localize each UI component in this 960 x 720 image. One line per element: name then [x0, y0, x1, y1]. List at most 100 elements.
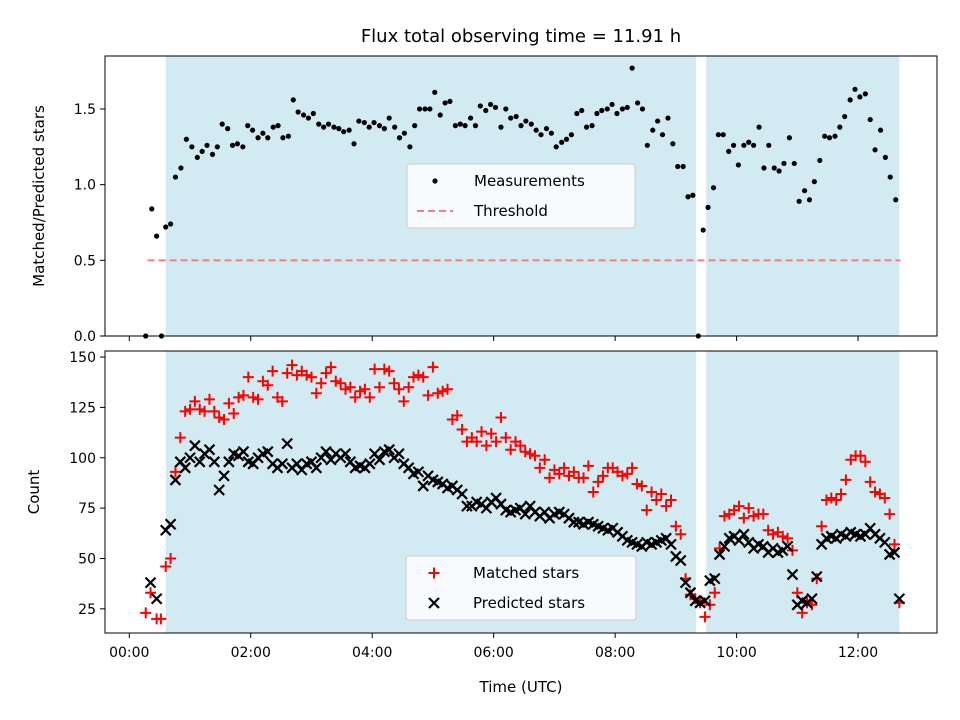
predicted-star-point [718, 540, 731, 553]
matched-star-point [718, 510, 730, 522]
measurement-point [513, 113, 519, 120]
measurement-point [614, 110, 620, 117]
y-tick-label: 1.5 [74, 102, 96, 118]
matched-star-point [242, 371, 254, 383]
matched-star-point [330, 375, 342, 387]
measurement-point [604, 106, 610, 112]
matched-star-point [631, 478, 643, 490]
matched-star-point [247, 391, 259, 403]
measurement-point [609, 101, 615, 108]
matched-star-point [339, 383, 351, 395]
measurement-point [290, 97, 296, 103]
matched-star-point [218, 413, 230, 425]
measurement-point [761, 165, 767, 171]
predicted-star-point [144, 576, 157, 589]
matched-star-point [194, 403, 206, 415]
measurement-point [371, 119, 377, 126]
predicted-star-point [461, 500, 473, 512]
measurement-point [255, 135, 261, 141]
measurement-point [249, 127, 256, 133]
measurement-point [351, 141, 357, 147]
matched-star-point [344, 381, 356, 393]
measurement-point [852, 86, 858, 92]
measurement-point [386, 115, 392, 121]
measurement-point [837, 124, 843, 130]
matched-star-point [519, 446, 531, 458]
predicted-star-point [339, 447, 352, 460]
predicted-star-point [893, 592, 906, 605]
measurement-point [786, 135, 793, 141]
predicted-star-point [164, 518, 177, 531]
measurement-point [356, 118, 362, 124]
measurement-point [862, 91, 868, 97]
matched-star-point [592, 476, 604, 488]
measurement-point [498, 124, 504, 130]
matched-star-point [208, 405, 220, 417]
matched-star-point [476, 426, 488, 438]
matched-star-point [320, 367, 332, 379]
measurement-point [467, 115, 474, 121]
measurement-point [766, 142, 772, 148]
measurement-point [872, 147, 878, 153]
matched-star-point [650, 494, 662, 506]
matched-star-point [305, 371, 317, 383]
measurement-point [887, 174, 893, 180]
measurement-point [194, 154, 200, 161]
measurement-point [229, 142, 236, 148]
matched-star-point [378, 363, 390, 375]
matched-star-point [835, 488, 847, 500]
measurement-point [579, 107, 585, 114]
measurement-point [492, 104, 499, 111]
measurement-point [518, 123, 524, 129]
measurement-point [488, 101, 494, 108]
matched-star-point [825, 492, 837, 504]
matched-star-point [480, 440, 492, 452]
predicted-star-point [320, 445, 332, 458]
measurement-point [690, 192, 696, 198]
measurement-point [265, 135, 271, 141]
legend-box [405, 555, 637, 621]
measurement-point [447, 98, 453, 105]
predicted-star-point [417, 480, 430, 492]
matched-star-point [646, 486, 658, 498]
predicted-star-point [179, 462, 191, 474]
observing-span [706, 351, 900, 633]
predicted-star-point [738, 528, 750, 541]
matched-star-point [364, 391, 376, 403]
matched-star-point [160, 561, 172, 573]
matched-star-point [485, 428, 497, 440]
measurement-point [629, 65, 635, 71]
predicted-star-point [150, 592, 163, 605]
matched-star-point [388, 377, 400, 389]
measurement-point [381, 126, 387, 132]
measurement-point [639, 106, 646, 112]
matched-star-point [748, 510, 760, 522]
predicted-star-point [276, 458, 289, 470]
measurement-point [685, 194, 691, 200]
matched-star-point [315, 377, 327, 389]
measurement-point [665, 115, 671, 121]
predicted-star-point [810, 570, 823, 583]
measurement-point [341, 129, 347, 135]
matched-star-point [325, 361, 337, 373]
measurement-point [599, 107, 605, 114]
y-axis-label: Count [25, 470, 43, 515]
matched-star-point [383, 365, 395, 377]
measurement-point [594, 110, 600, 117]
matched-star-point [641, 504, 653, 516]
measurement-point [321, 124, 327, 130]
measurement-point [705, 204, 711, 210]
matched-star-point [310, 387, 322, 399]
measurement-point [589, 123, 595, 129]
measurement-point [730, 142, 737, 148]
matched-star-point [660, 500, 672, 512]
measurement-point [412, 123, 418, 129]
y-tick-label: 100 [69, 451, 96, 467]
matched-star-point [140, 607, 152, 619]
measurement-point [172, 174, 179, 180]
matched-star-point [529, 450, 541, 462]
axes-frame [104, 55, 938, 337]
matched-star-point [189, 395, 201, 407]
measurement-point [366, 124, 372, 130]
